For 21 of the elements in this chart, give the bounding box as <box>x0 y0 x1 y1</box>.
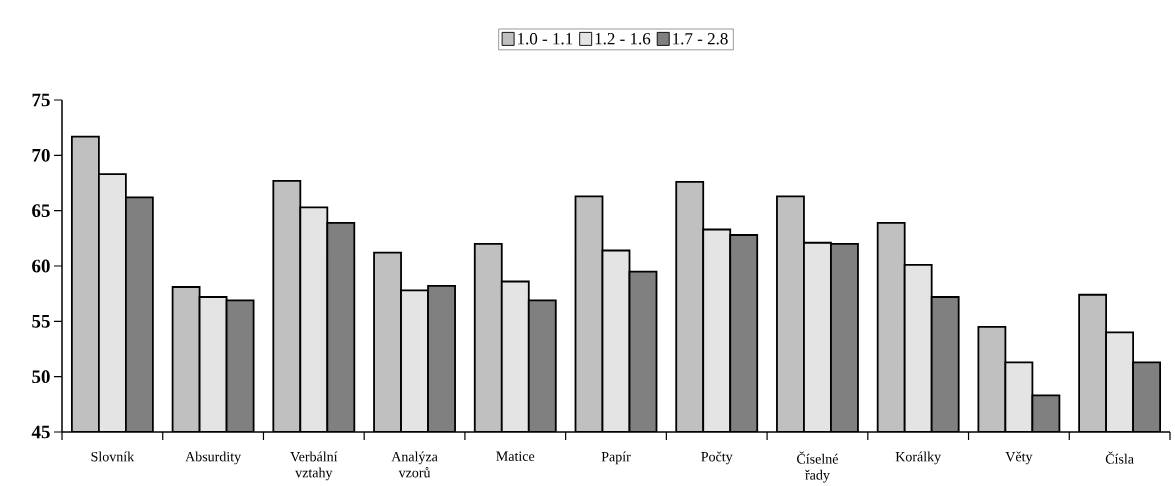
x-tick-label: Číselné řady <box>797 451 838 483</box>
x-tick-label: Slovník <box>91 451 135 462</box>
legend-label: 1.7 - 2.8 <box>673 33 728 45</box>
y-tick-label: 75 <box>32 93 50 107</box>
y-tick-label: 70 <box>32 148 50 162</box>
x-tick-label: Verbální vztahy <box>290 451 338 481</box>
x-tick-label: Matice <box>496 451 535 461</box>
y-tick-label: 50 <box>32 370 50 384</box>
x-tick-label: Absurdity <box>185 451 242 465</box>
x-tick-label: Korálky <box>895 451 942 465</box>
x-tick-label: Analýza vzorů <box>391 451 438 478</box>
y-tick-label: 55 <box>32 315 50 328</box>
y-tick-label: 65 <box>32 204 50 218</box>
x-tick-label: Papír <box>601 451 631 465</box>
legend-label: 1.0 - 1.1 <box>518 33 573 45</box>
x-tick-label: Věty <box>1005 451 1033 465</box>
y-tick-label: 45 <box>31 425 50 439</box>
legend-label: 1.2 - 1.6 <box>595 33 651 45</box>
y-tick-label: 60 <box>32 259 50 273</box>
x-tick-label: Čísla <box>1105 451 1134 464</box>
x-tick-label: Počty <box>701 451 733 465</box>
